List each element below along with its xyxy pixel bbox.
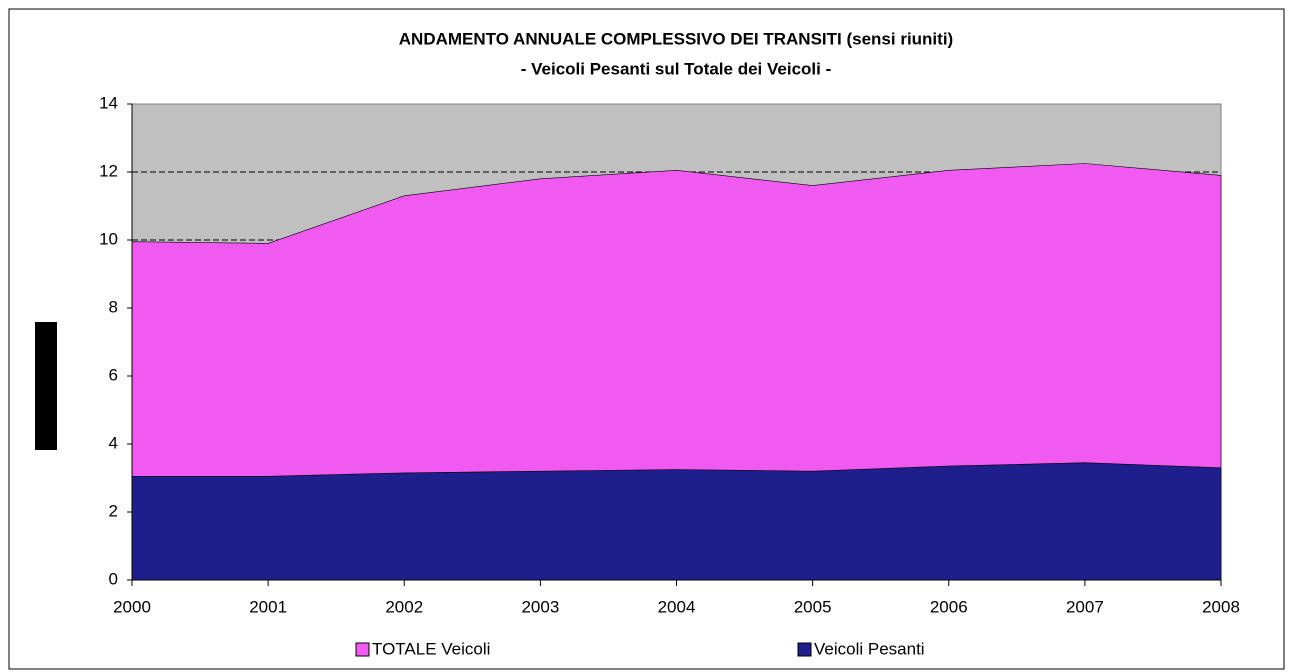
y-tick-label: 0 xyxy=(109,569,118,588)
x-tick-label: 2007 xyxy=(1066,597,1104,616)
y-tick-label: 6 xyxy=(109,365,118,384)
y-tick-label: 8 xyxy=(109,297,118,316)
x-tick-label: 2004 xyxy=(658,597,696,616)
x-tick-label: 2003 xyxy=(521,597,559,616)
redacted-axis-label xyxy=(35,322,57,450)
legend-label: TOTALE Veicoli xyxy=(372,639,490,658)
x-tick-label: 2006 xyxy=(930,597,968,616)
x-tick-label: 2002 xyxy=(385,597,423,616)
legend-swatch xyxy=(355,642,370,657)
chart-title: ANDAMENTO ANNUALE COMPLESSIVO DEI TRANSI… xyxy=(399,29,953,48)
x-tick-label: 2000 xyxy=(113,597,151,616)
y-tick-label: 2 xyxy=(109,501,118,520)
legend-swatch xyxy=(797,642,812,657)
area xyxy=(131,462,1222,581)
legend-label: Veicoli Pesanti xyxy=(814,639,925,658)
chart-subtitle: - Veicoli Pesanti sul Totale dei Veicoli… xyxy=(521,59,832,78)
y-tick-label: 10 xyxy=(99,229,118,248)
x-tick-label: 2001 xyxy=(249,597,287,616)
y-tick-label: 14 xyxy=(99,93,118,112)
y-tick-label: 12 xyxy=(99,161,118,180)
x-tick-label: 2008 xyxy=(1202,597,1240,616)
y-tick-label: 4 xyxy=(109,433,118,452)
x-tick-label: 2005 xyxy=(794,597,832,616)
